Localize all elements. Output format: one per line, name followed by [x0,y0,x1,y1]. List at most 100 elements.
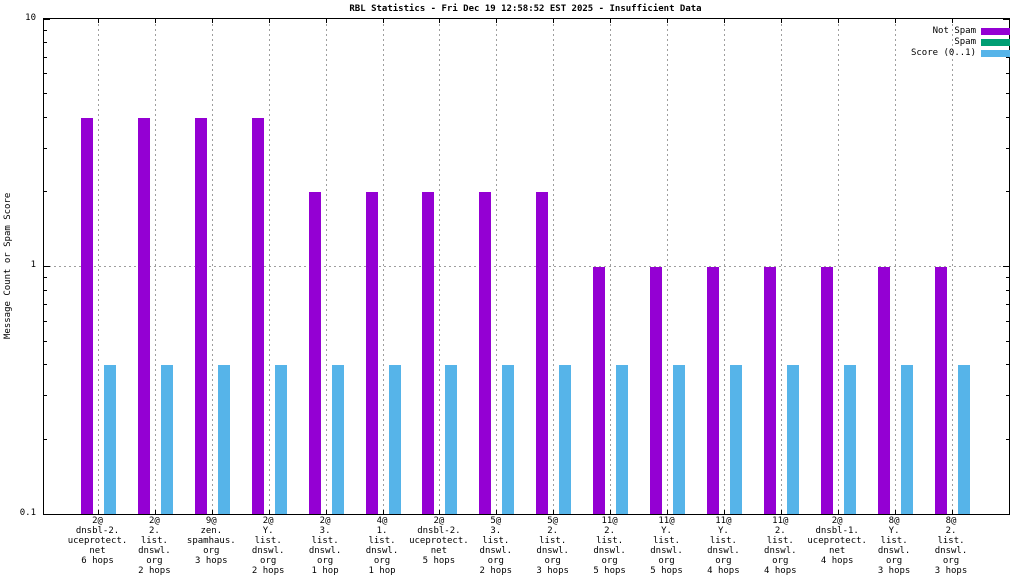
x-gridline [780,19,782,514]
bar-score-0-1 [900,365,913,514]
x-tick [951,510,953,514]
x-tick-label: 4@ 1. list. dnswl. org 1 hop [365,516,399,576]
bar-score-0-1 [502,365,515,514]
y-minor-tick [44,73,47,75]
bar-not-spam [81,117,93,514]
x-tick-label: 8@ Y. list. dnswl. org 3 hops [877,516,911,576]
x-gridline [268,19,270,514]
x-tick [382,510,384,514]
y-minor-tick [44,93,47,94]
x-tick-label: 2@ dnsbl-2. uceprotect. net 5 hops [409,516,469,566]
bar-score-0-1 [331,365,344,514]
bar-score-0-1 [160,365,173,514]
x-gridline [439,19,441,514]
bar-not-spam [137,117,150,514]
x-tick-label: 2@ 2. list. dnswl. org 2 hops [138,516,171,576]
y-minor-tick [44,29,47,31]
y-minor-tick [1006,56,1009,58]
x-tick [667,19,668,23]
y-minor-tick [44,320,47,322]
y-minor-tick [1006,93,1009,94]
bar-score-0-1 [729,365,742,514]
legend: Not Spam Spam Score (0..1) [911,26,1010,59]
y-gridline [44,266,1009,267]
bar-not-spam [934,266,947,514]
x-tick-label: 11@ Y. list. dnswl. org 4 hops [707,516,740,576]
y-minor-tick [1006,438,1009,440]
x-tick-label: 2@ Y. list. dnswl. org 2 hops [251,516,285,576]
y-minor-tick [1006,320,1009,322]
x-tick-label: 2@ dnsbl-1. uceprotect. net 4 hops [807,516,867,566]
bar-not-spam [479,192,492,514]
y-minor-tick [44,56,47,58]
x-tick [837,510,839,514]
x-tick [610,510,612,514]
bar-not-spam [593,266,606,514]
bar-not-spam [763,266,776,514]
x-tick [98,510,99,514]
x-tick-label: 2@ 3. list. dnswl. org 1 hop [308,516,342,576]
y-minor-tick [1006,191,1009,193]
x-tick [553,510,555,514]
x-tick [154,19,156,23]
x-tick [211,510,213,514]
x-tick [325,510,327,514]
y-minor-tick [44,395,47,397]
y-tick-label: 10 [25,12,36,23]
bar-score-0-1 [274,365,287,514]
x-tick-label: 11@ 2. list. dnswl. org 4 hops [764,516,797,576]
x-tick [894,19,896,23]
bar-not-spam [194,117,207,514]
y-minor-tick [1006,73,1009,75]
x-tick [780,19,782,23]
y-minor-tick [1006,289,1009,291]
x-gridline [211,19,213,514]
bar-score-0-1 [957,365,970,514]
x-gridline [382,19,384,514]
x-tick [723,510,725,514]
y-minor-tick [44,277,47,279]
y-minor-tick [44,42,47,44]
x-tick [894,510,896,514]
bar-not-spam [877,266,890,514]
legend-item-spam: Spam [911,37,1010,47]
x-tick-label: 2@ dnsbl-2. uceprotect. net 6 hops [67,516,128,566]
x-tick-label: 8@ 2. list. dnswl. org 3 hops [934,516,968,576]
y-minor-tick [44,438,47,440]
y-minor-tick [1006,340,1009,342]
x-tick-label: 11@ 2. list. dnswl. org 5 hops [593,516,626,576]
bar-not-spam [422,192,435,514]
bar-score-0-1 [445,365,458,514]
bar-not-spam [650,266,662,514]
x-gridline [894,19,896,514]
legend-swatch-not-spam [981,27,1010,35]
legend-swatch-spam [981,38,1010,46]
bar-score-0-1 [673,365,685,514]
bar-not-spam [706,266,719,514]
bar-score-0-1 [616,365,629,514]
y-minor-tick [1006,395,1009,397]
y-tick [1003,266,1009,267]
y-tick [44,18,50,20]
x-tick [211,19,213,23]
y-minor-tick [44,191,47,193]
y-minor-tick [1006,116,1009,118]
y-tick [1003,513,1009,515]
bar-score-0-1 [843,365,856,514]
x-tick-label: 5@ 3. list. dnswl. org 2 hops [479,516,513,576]
x-tick [496,510,498,514]
plot-area [43,18,1010,515]
x-gridline [610,19,612,514]
bar-not-spam [536,192,549,514]
x-tick [553,19,555,23]
x-tick-label: 5@ 2. list. dnswl. org 3 hops [536,516,569,576]
x-tick [951,19,953,23]
x-tick [667,510,668,514]
y-minor-tick [1006,147,1009,149]
x-tick [268,19,270,23]
x-tick [496,19,498,23]
y-tick [44,266,50,267]
y-minor-tick [44,116,47,118]
bar-not-spam [251,117,264,514]
